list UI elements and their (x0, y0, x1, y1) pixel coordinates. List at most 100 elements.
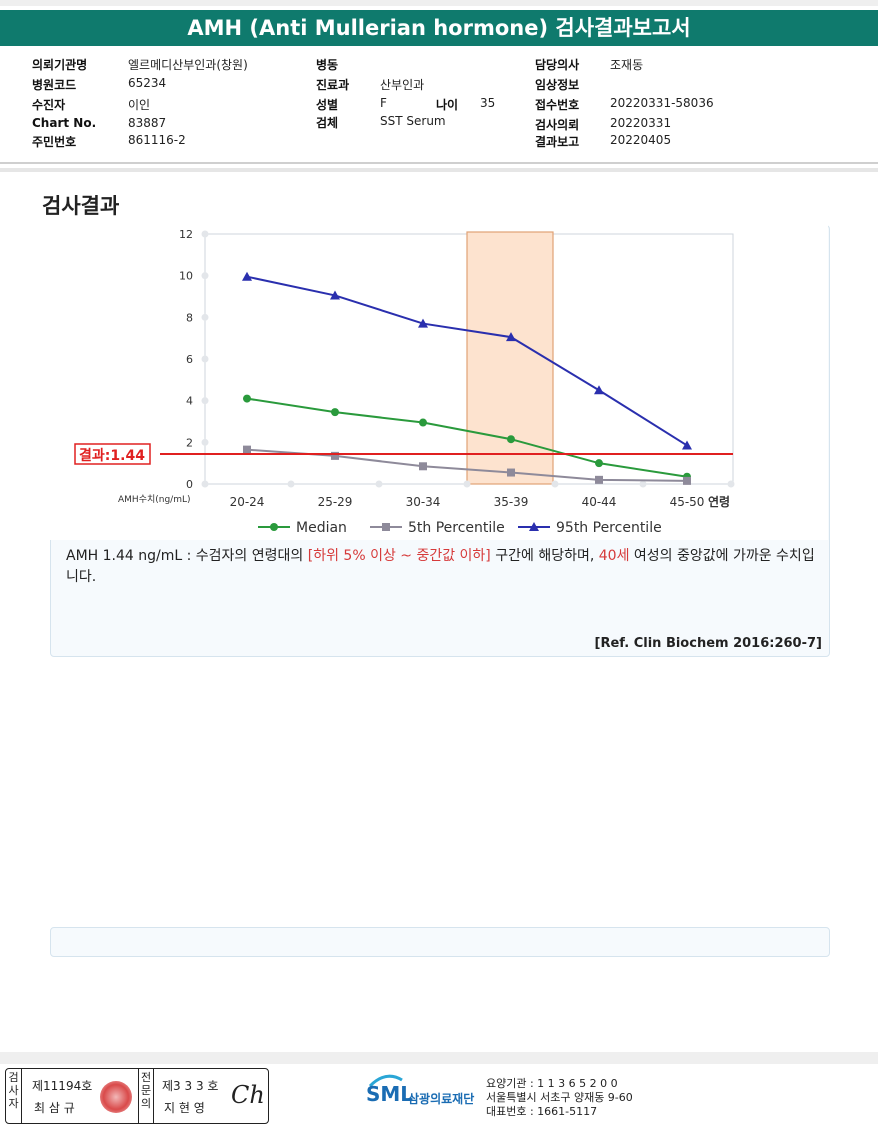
data-point (595, 459, 603, 468)
info-label: 담당의사 (535, 58, 580, 72)
info-value: 이인 (128, 98, 151, 112)
legend-label: Median (296, 520, 347, 536)
legend-marker (529, 522, 539, 531)
info-label: 성별 (316, 98, 339, 112)
y-tick-label: 4 (186, 395, 193, 408)
x-tick-label: 40-44 (582, 495, 617, 509)
info-label: 나이 (436, 98, 459, 112)
info-label: Chart No. (32, 116, 97, 130)
legend-label: 95th Percentile (556, 520, 662, 536)
y-tick-label: 10 (179, 270, 193, 283)
info-label: 임상정보 (535, 78, 580, 92)
data-point (242, 271, 252, 281)
info-value: SST Serum (380, 114, 446, 128)
info-value: 83887 (128, 116, 167, 130)
x-grid-dot (287, 480, 295, 488)
description-text: AMH 1.44 ng/mL : 수검자의 연령대의 (66, 548, 308, 564)
info-value: 861116-2 (128, 133, 186, 147)
info-divider (0, 162, 878, 164)
data-point (683, 476, 691, 485)
data-point (330, 290, 340, 300)
y-tick-label: 8 (186, 311, 193, 324)
y-grid-dot (201, 397, 209, 405)
empty-panel (50, 927, 830, 957)
y-axis-label: AMH수치(ng/mL) (118, 493, 191, 505)
data-point (243, 394, 251, 403)
data-point (594, 385, 604, 395)
chart-area (50, 225, 828, 540)
x-grid-dot (639, 480, 647, 488)
x-tick-label: 35-39 (494, 495, 529, 509)
description-text: 구간에 해당하며, (490, 548, 599, 564)
data-point (243, 445, 251, 454)
specialist-label-text: 전문의 (140, 1071, 152, 1110)
info-label: 검사의뢰 (535, 118, 580, 132)
info-label: 병원코드 (32, 78, 77, 92)
x-grid-dot (375, 480, 383, 488)
org-name: 삼광의료재단 (408, 1092, 475, 1106)
description-age: 40세 (598, 548, 630, 564)
x-tick-label: 20-24 (230, 495, 265, 509)
logo-arc-icon (368, 1074, 403, 1088)
examiner-number: 제11194호 (32, 1079, 93, 1093)
x-grid-dot (551, 480, 559, 488)
specialist-name: 지 현 영 (164, 1101, 205, 1115)
series-line (246, 397, 688, 478)
data-point (506, 332, 516, 342)
result-label: 결과:1.44 (79, 447, 145, 464)
description-text: 여성의 중앙값에 가까운 수치입니다. (66, 548, 815, 585)
info-value: 엘르메디산부인과(창원) (128, 58, 248, 72)
data-point (507, 468, 515, 477)
org-address: 서울특별시 서초구 양재동 9-60 (486, 1091, 633, 1104)
data-point (331, 408, 339, 417)
x-tick-label: 25-29 (318, 495, 353, 509)
data-point (682, 440, 692, 450)
info-label: 수진자 (32, 98, 66, 112)
specialist-number: 제3 3 3 호 (162, 1079, 219, 1093)
y-grid-dot (201, 272, 209, 280)
seal-stamp (100, 1081, 132, 1113)
result-description: AMH 1.44 ng/mL : 수검자의 연령대의 [하위 5% 이상 ~ 중… (66, 546, 826, 588)
info-label: 접수번호 (535, 98, 580, 112)
info-value: 20220331-58036 (610, 96, 714, 110)
data-point (507, 435, 515, 444)
legend-marker (270, 523, 278, 531)
y-tick-label: 2 (186, 436, 193, 449)
handwritten-signature: Ch (231, 1081, 265, 1109)
reference: [Ref. Clin Biochem 2016:260-7] (594, 636, 822, 651)
description-range: [하위 5% 이상 ~ 중간값 이하] (307, 548, 491, 564)
examiner-name: 최 삼 규 (34, 1101, 75, 1115)
org-phone: 대표번호 : 1661-5117 (486, 1105, 598, 1118)
signature-box: 검사자 제11194호 최 삼 규 전문의 제3 3 3 호 지 현 영 Ch (5, 1068, 269, 1124)
x-grid-dot (463, 480, 471, 488)
section-title: 검사결과 (42, 194, 120, 218)
bottom-divider (0, 1052, 878, 1064)
logo-text: SML (366, 1082, 414, 1106)
x-grid-dot (727, 480, 735, 488)
org-contact: 요양기관 : 1 1 3 6 5 2 0 0 서울특별시 서초구 양재동 9-6… (486, 1077, 633, 1119)
result-label-box (74, 443, 151, 465)
data-point (595, 475, 603, 484)
y-grid-dot (201, 438, 209, 446)
info-label: 검체 (316, 116, 339, 130)
series-line (246, 275, 688, 447)
y-tick-label: 12 (179, 228, 193, 241)
info-label: 병동 (316, 58, 339, 72)
info-value: F (380, 96, 387, 110)
info-divider (0, 168, 878, 172)
y-grid-dot (201, 313, 209, 321)
data-point (419, 418, 427, 427)
y-tick-label: 6 (186, 353, 193, 366)
x-axis-label: 연령 (708, 494, 730, 509)
info-label: 진료과 (316, 78, 350, 92)
top-divider (0, 0, 878, 6)
examiner-label-text: 검사자 (8, 1071, 19, 1110)
y-tick-label: 0 (186, 478, 193, 491)
info-value: 조재동 (610, 58, 644, 72)
info-label: 의뢰기관명 (32, 58, 88, 72)
highlight-band (466, 231, 554, 485)
legend-marker (382, 523, 390, 531)
specialist-label: 전문의 (138, 1069, 154, 1123)
x-tick-label: 45-50 (670, 495, 705, 509)
examiner-label: 검사자 (6, 1069, 22, 1123)
